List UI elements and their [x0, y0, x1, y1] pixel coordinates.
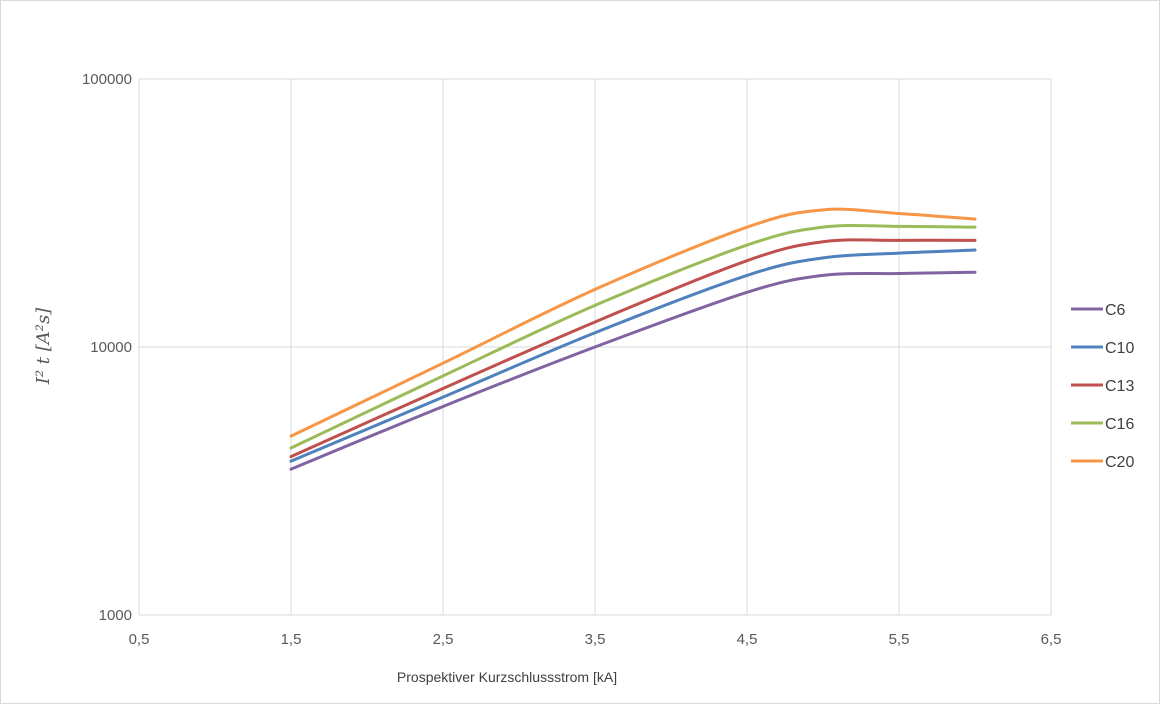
legend: C6 C10 C13 C16 C20 — [1071, 302, 1134, 471]
series-line-c13 — [289, 238, 977, 459]
legend-label-c13: C13 — [1105, 378, 1134, 395]
x-tick-label: 2,5 — [433, 631, 454, 648]
legend-label-c6: C6 — [1105, 302, 1126, 319]
y-tick-label: 1000 — [99, 607, 132, 624]
x-axis-title: Prospektiver Kurzschlussstrom [kA] — [397, 669, 617, 685]
legend-label-c20: C20 — [1105, 454, 1134, 471]
legend-label-c10: C10 — [1105, 340, 1134, 357]
series-line-c6 — [289, 270, 977, 471]
x-tick-label: 6,5 — [1041, 631, 1062, 648]
series-lines — [289, 207, 977, 471]
y-axis-title: I² t [A²s] — [33, 307, 54, 385]
y-tick-label: 10000 — [90, 339, 132, 356]
series-line-c16 — [289, 224, 977, 450]
x-tick-label: 5,5 — [889, 631, 910, 648]
y-tick-label: 100000 — [82, 71, 132, 88]
x-tick-label: 3,5 — [585, 631, 606, 648]
legend-label-c16: C16 — [1105, 416, 1134, 433]
series-line-c20 — [289, 207, 977, 438]
x-tick-label: 1,5 — [281, 631, 302, 648]
series-line-c10 — [289, 248, 977, 463]
x-tick-label: 4,5 — [737, 631, 758, 648]
x-tick-label: 0,5 — [129, 631, 150, 648]
x-axis-ticks: 0,5 1,5 2,5 3,5 4,5 5,5 6,5 — [129, 631, 1062, 648]
y-axis-ticks: 1000 10000 100000 — [82, 71, 132, 624]
